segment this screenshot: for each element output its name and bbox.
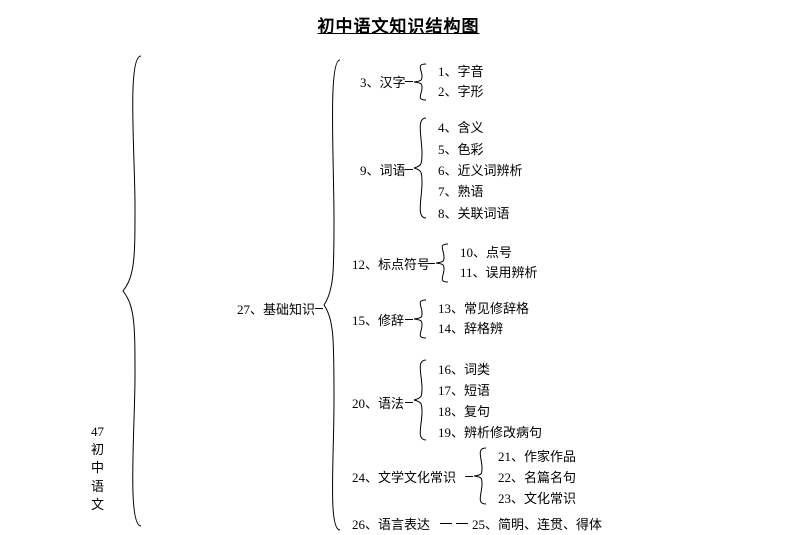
node-yuyan-suffix: 25、简明、连贯、得体 (472, 515, 602, 535)
leaf-ciyu-0: 4、含义 (438, 118, 484, 138)
leaf-biaodian-1: 11、误用辨析 (460, 263, 538, 283)
node-yuyan-prefix: 26、语言表达 (352, 515, 430, 535)
leaf-yufa-2: 18、复句 (438, 402, 490, 422)
node-ciyu: 9、词语 (360, 161, 406, 181)
leaf-xiuci-1: 14、辞格辨 (438, 319, 503, 339)
leaf-wenxue-1: 22、名篇名句 (498, 468, 576, 488)
brace-hanzi (412, 64, 430, 100)
root-char-1: 中 (91, 459, 104, 477)
node-wenxue: 24、文学文化常识 (352, 468, 456, 488)
brace-wenxue (472, 448, 490, 504)
brace-ciyu (412, 118, 430, 218)
conn-yufa (405, 402, 413, 403)
leaf-biaodian-0: 10、点号 (460, 243, 512, 263)
node-biaodian: 12、标点符号 (352, 255, 430, 275)
leaf-ciyu-1: 5、色彩 (438, 140, 484, 160)
leaf-yufa-0: 16、词类 (438, 360, 490, 380)
conn-jichu (315, 308, 323, 309)
leaf-wenxue-0: 21、作家作品 (498, 447, 576, 467)
leaf-hanzi-1: 2、字形 (438, 82, 484, 102)
conn-hanzi (405, 81, 413, 82)
dash-1 (440, 523, 452, 524)
root-node: 47 初 中 语 文 (91, 423, 104, 514)
conn-wenxue (465, 476, 473, 477)
leaf-ciyu-2: 6、近义词辨析 (438, 161, 523, 181)
root-char-3: 文 (91, 496, 104, 514)
brace-xiuci (412, 300, 430, 338)
node-hanzi: 3、汉字 (360, 73, 406, 93)
root-brace (117, 56, 147, 526)
leaf-ciyu-3: 7、熟语 (438, 182, 484, 202)
conn-ciyu (405, 169, 413, 170)
root-number: 47 (91, 423, 104, 441)
leaf-wenxue-2: 23、文化常识 (498, 489, 576, 509)
leaf-yufa-1: 17、短语 (438, 381, 490, 401)
dash-2 (456, 523, 468, 524)
root-char-0: 初 (91, 441, 104, 459)
brace-biaodian (434, 244, 452, 282)
conn-xiuci (405, 319, 413, 320)
node-yufa: 20、语法 (352, 394, 404, 414)
brace-jichu (322, 60, 344, 530)
node-xiuci: 15、修辞 (352, 311, 404, 331)
root-char-2: 语 (91, 478, 104, 496)
leaf-hanzi-0: 1、字音 (438, 62, 484, 82)
node-jichu: 27、基础知识 (237, 300, 315, 320)
brace-yufa (412, 360, 430, 440)
page-title: 初中语文知识结构图 (318, 12, 480, 37)
leaf-ciyu-4: 8、关联词语 (438, 204, 510, 224)
conn-biaodian (427, 263, 435, 264)
leaf-yufa-3: 19、辨析修改病句 (438, 423, 542, 443)
leaf-xiuci-0: 13、常见修辞格 (438, 299, 529, 319)
